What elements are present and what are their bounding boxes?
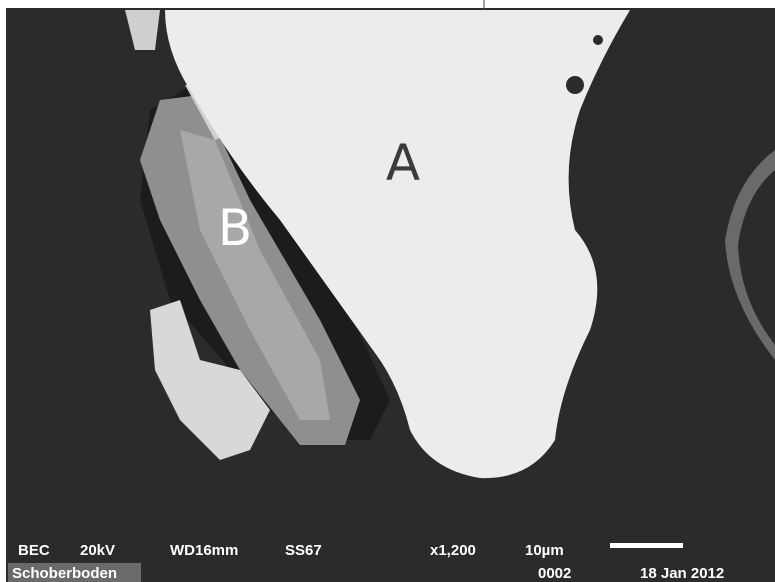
image-number: 0002 bbox=[538, 565, 571, 582]
voltage: 20kV bbox=[80, 542, 115, 559]
scale-bar bbox=[610, 543, 683, 548]
label-b: B bbox=[218, 199, 252, 257]
sem-image: A B BEC 20kV WD16mm SS67 x1,200 10µm Sch… bbox=[0, 0, 775, 582]
label-a: A bbox=[386, 134, 420, 192]
scale: 10µm bbox=[525, 542, 564, 559]
date: 18 Jan 2012 bbox=[640, 565, 724, 582]
working-distance: WD16mm bbox=[170, 542, 238, 559]
magnification: x1,200 bbox=[430, 542, 476, 559]
detector: BEC bbox=[18, 542, 50, 559]
pore bbox=[593, 35, 603, 45]
spot-size: SS67 bbox=[285, 542, 322, 559]
sample: Schoberboden bbox=[12, 565, 117, 582]
pore bbox=[566, 76, 584, 94]
